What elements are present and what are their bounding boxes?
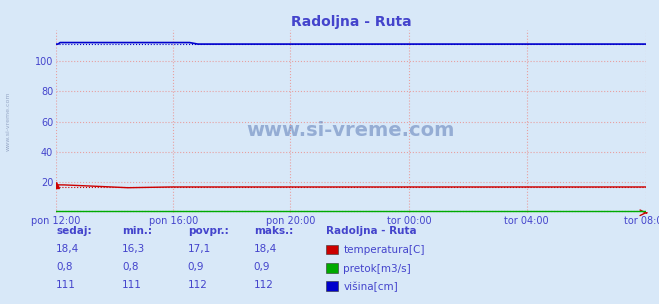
Text: maks.:: maks.: — [254, 226, 293, 236]
Text: 0,8: 0,8 — [56, 262, 72, 272]
Text: 18,4: 18,4 — [56, 244, 79, 254]
Text: 0,9: 0,9 — [188, 262, 204, 272]
Text: 0,9: 0,9 — [254, 262, 270, 272]
Text: www.si-vreme.com: www.si-vreme.com — [246, 121, 455, 140]
Text: pretok[m3/s]: pretok[m3/s] — [343, 264, 411, 274]
Text: 18,4: 18,4 — [254, 244, 277, 254]
Text: 112: 112 — [188, 280, 208, 290]
Text: sedaj:: sedaj: — [56, 226, 92, 236]
Text: 111: 111 — [122, 280, 142, 290]
Text: 112: 112 — [254, 280, 273, 290]
Text: temperatura[C]: temperatura[C] — [343, 246, 425, 255]
Text: 16,3: 16,3 — [122, 244, 145, 254]
Text: 17,1: 17,1 — [188, 244, 211, 254]
Text: 111: 111 — [56, 280, 76, 290]
Text: www.si-vreme.com: www.si-vreme.com — [5, 92, 11, 151]
Text: povpr.:: povpr.: — [188, 226, 229, 236]
Text: min.:: min.: — [122, 226, 152, 236]
Title: Radoljna - Ruta: Radoljna - Ruta — [291, 15, 411, 29]
Text: 0,8: 0,8 — [122, 262, 138, 272]
Text: višina[cm]: višina[cm] — [343, 282, 398, 292]
Text: Radoljna - Ruta: Radoljna - Ruta — [326, 226, 417, 236]
